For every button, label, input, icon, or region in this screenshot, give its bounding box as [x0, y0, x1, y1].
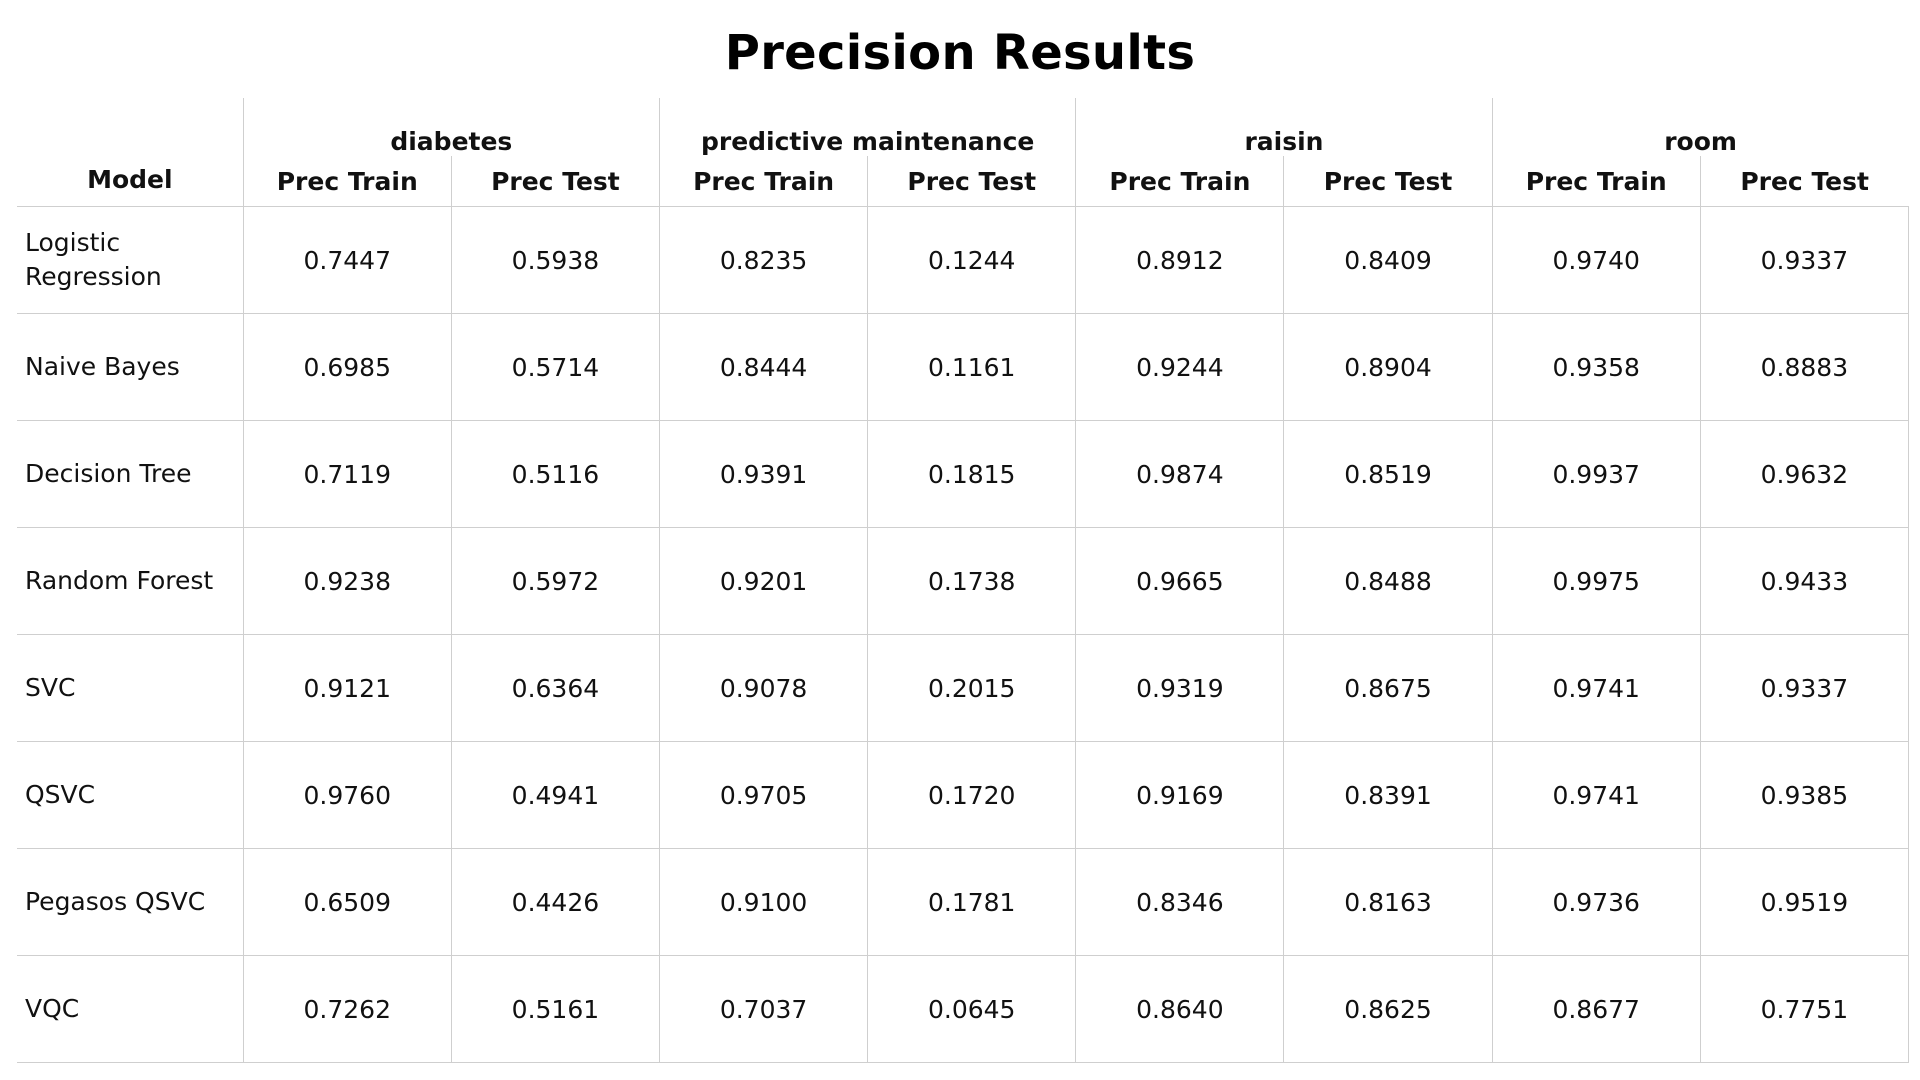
value-cell: 0.9337 [1699, 206, 1910, 314]
metric-header: Prec Test [450, 156, 660, 207]
value-cell: 0.7447 [242, 206, 452, 314]
table-body: Logistic Regression 0.7447 0.5938 0.8235 0.12… [17, 206, 1910, 1063]
precision-results-table: Model diabetes predictive maintenance ra… [17, 98, 1910, 1063]
metric-header: Prec Train [242, 156, 452, 207]
value-cell: 0.8391 [1283, 741, 1493, 849]
model-name-cell: Logistic Regression [17, 206, 244, 314]
value-cell: 0.9244 [1075, 313, 1284, 421]
value-cell: 0.2015 [867, 634, 1076, 742]
value-cell: 0.9391 [658, 420, 868, 528]
value-cell: 0.1738 [867, 527, 1076, 635]
value-cell: 0.9874 [1075, 420, 1284, 528]
value-cell: 0.9736 [1491, 848, 1701, 956]
metric-header: Prec Train [658, 156, 868, 207]
value-cell: 0.9078 [658, 634, 868, 742]
value-cell: 0.8625 [1283, 955, 1493, 1063]
value-cell: 0.8444 [658, 313, 868, 421]
table-row: VQC 0.7262 0.5161 0.7037 0.0645 0.8640 0.8625 0… [17, 955, 1910, 1063]
value-cell: 0.9201 [658, 527, 868, 635]
value-cell: 0.9741 [1491, 741, 1701, 849]
model-name-cell: Random Forest [17, 527, 244, 635]
metric-header: Prec Train [1075, 156, 1284, 207]
value-cell: 0.1815 [867, 420, 1076, 528]
model-name-cell: Naive Bayes [17, 313, 244, 421]
value-cell: 0.9741 [1491, 634, 1701, 742]
value-cell: 0.6509 [242, 848, 452, 956]
value-cell: 0.9975 [1491, 527, 1701, 635]
model-name-cell: SVC [17, 634, 244, 742]
value-cell: 0.0645 [867, 955, 1076, 1063]
value-cell: 0.8235 [658, 206, 868, 314]
metric-header: Prec Test [867, 156, 1076, 207]
value-cell: 0.5938 [450, 206, 660, 314]
chart-title: Precision Results [724, 25, 1196, 81]
metric-header: Prec Train [1491, 156, 1701, 207]
value-cell: 0.1161 [867, 313, 1076, 421]
dataset-header: predictive maintenance [658, 98, 1076, 156]
value-cell: 0.6985 [242, 313, 452, 421]
value-cell: 0.5161 [450, 955, 660, 1063]
model-name-cell: VQC [17, 955, 244, 1063]
model-name-cell: Pegasos QSVC [17, 848, 244, 956]
value-cell: 0.8163 [1283, 848, 1493, 956]
value-cell: 0.9319 [1075, 634, 1284, 742]
metric-header: Prec Test [1283, 156, 1493, 207]
value-cell: 0.4941 [450, 741, 660, 849]
value-cell: 0.9238 [242, 527, 452, 635]
table-row: Pegasos QSVC 0.6509 0.4426 0.9100 0.1781 0.83… [17, 848, 1910, 956]
value-cell: 0.9740 [1491, 206, 1701, 314]
model-name-cell: QSVC [17, 741, 244, 849]
value-cell: 0.8904 [1283, 313, 1493, 421]
value-cell: 0.5972 [450, 527, 660, 635]
table-row: Random Forest 0.9238 0.5972 0.9201 0.1738 0.9… [17, 527, 1910, 635]
metric-header-row: Prec Train Prec Test Prec Train Prec Tes… [17, 156, 1909, 207]
table-row: QSVC 0.9760 0.4941 0.9705 0.1720 0.9169 0.8391… [17, 741, 1910, 849]
value-cell: 0.9358 [1491, 313, 1701, 421]
value-cell: 0.9632 [1699, 420, 1910, 528]
value-cell: 0.9705 [658, 741, 868, 849]
model-name-cell: Decision Tree [17, 420, 244, 528]
value-cell: 0.7037 [658, 955, 868, 1063]
table-row: Decision Tree 0.7119 0.5116 0.9391 0.1815 0.9… [17, 420, 1910, 528]
value-cell: 0.8677 [1491, 955, 1701, 1063]
value-cell: 0.4426 [450, 848, 660, 956]
model-column-header: Model [87, 165, 173, 194]
value-cell: 0.9760 [242, 741, 452, 849]
value-cell: 0.9385 [1699, 741, 1910, 849]
value-cell: 0.8640 [1075, 955, 1284, 1063]
value-cell: 0.6364 [450, 634, 660, 742]
value-cell: 0.9937 [1491, 420, 1701, 528]
value-cell: 0.7262 [242, 955, 452, 1063]
dataset-header: room [1491, 98, 1909, 156]
metric-header: Prec Test [1699, 156, 1909, 207]
value-cell: 0.1720 [867, 741, 1076, 849]
value-cell: 0.7751 [1699, 955, 1910, 1063]
value-cell: 0.9121 [242, 634, 452, 742]
table-row: SVC 0.9121 0.6364 0.9078 0.2015 0.9319 0.8675 0… [17, 634, 1910, 742]
value-cell: 0.1781 [867, 848, 1076, 956]
value-cell: 0.8883 [1699, 313, 1910, 421]
value-cell: 0.8675 [1283, 634, 1493, 742]
value-cell: 0.9519 [1699, 848, 1910, 956]
value-cell: 0.8346 [1075, 848, 1284, 956]
dataset-header: diabetes [242, 98, 660, 156]
value-cell: 0.9665 [1075, 527, 1284, 635]
value-cell: 0.8409 [1283, 206, 1493, 314]
value-cell: 0.1244 [867, 206, 1076, 314]
dataset-header: raisin [1075, 98, 1493, 156]
value-cell: 0.9169 [1075, 741, 1284, 849]
value-cell: 0.8519 [1283, 420, 1493, 528]
value-cell: 0.9433 [1699, 527, 1910, 635]
table-row: Logistic Regression 0.7447 0.5938 0.8235 0.12… [17, 206, 1910, 314]
value-cell: 0.9100 [658, 848, 868, 956]
value-cell: 0.8912 [1075, 206, 1284, 314]
value-cell: 0.8488 [1283, 527, 1493, 635]
value-cell: 0.5714 [450, 313, 660, 421]
value-cell: 0.5116 [450, 420, 660, 528]
value-cell: 0.7119 [242, 420, 452, 528]
dataset-header-row: Model diabetes predictive maintenance ra… [17, 98, 1909, 194]
value-cell: 0.9337 [1699, 634, 1910, 742]
table-row: Naive Bayes 0.6985 0.5714 0.8444 0.1161 0.924… [17, 313, 1910, 421]
